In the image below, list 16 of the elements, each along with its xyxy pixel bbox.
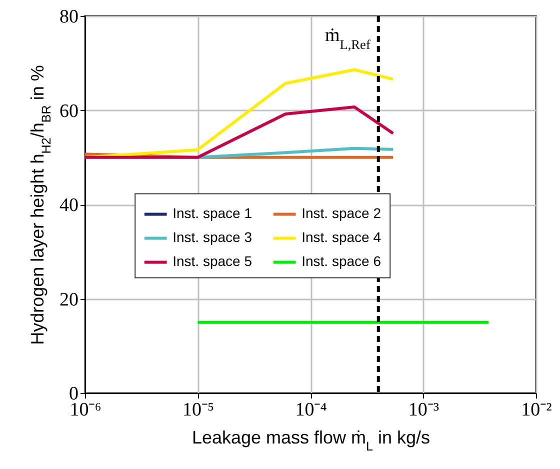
x-tick-label: 10⁻⁴: [295, 400, 328, 420]
y-tick-label: 20: [60, 289, 78, 310]
y-tick-label: 40: [60, 195, 78, 216]
x-tick-label: 10⁻²: [521, 400, 552, 420]
ref-line-label: ṁ$_{L,Ref}$: [324, 25, 371, 52]
legend-label: Inst. space 5: [172, 253, 252, 270]
x-axis-title: Leakage mass flow ṁ$_{L}$ in kg/s: [192, 428, 430, 454]
legend-label: Inst. space 3: [172, 229, 252, 246]
y-tick-label: 80: [60, 6, 78, 28]
legend-label: Inst. space 6: [302, 253, 382, 270]
legend-label: Inst. space 4: [302, 229, 382, 246]
legend-label: Inst. space 2: [302, 205, 382, 222]
legend-label: Inst. space 1: [172, 205, 252, 222]
y-tick-label: 60: [60, 100, 78, 122]
x-tick-label: 10⁻³: [408, 400, 440, 420]
x-tick-label: 10⁻⁵: [182, 400, 214, 420]
